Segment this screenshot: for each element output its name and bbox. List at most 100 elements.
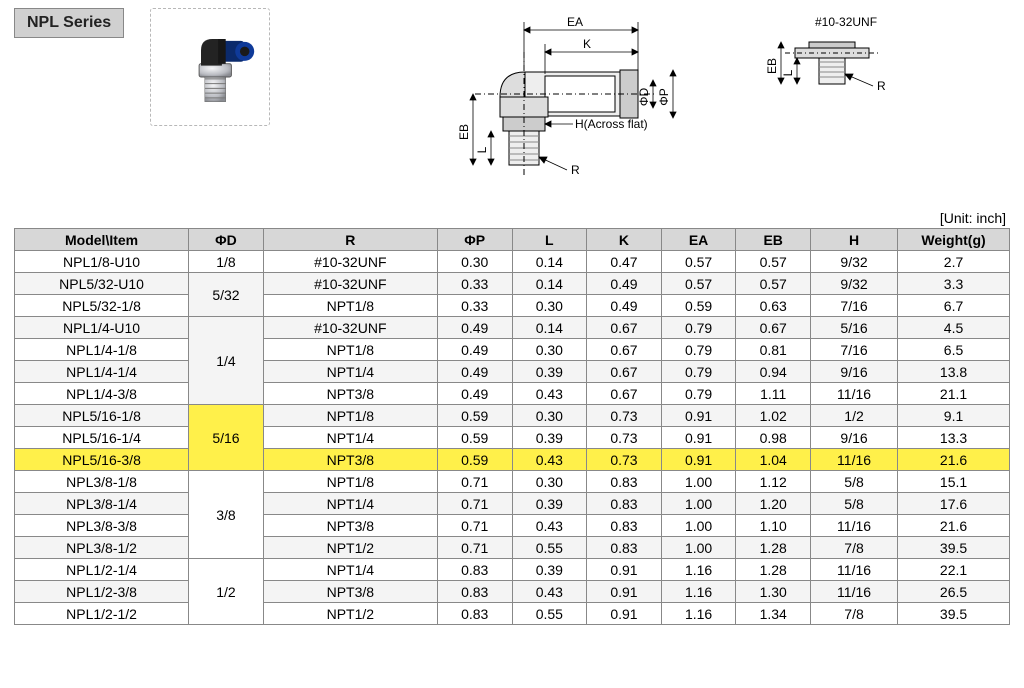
table-cell: 0.30: [437, 251, 512, 273]
table-row: NPL3/8-1/4NPT1/40.710.390.831.001.205/81…: [15, 493, 1010, 515]
table-cell: 0.67: [587, 361, 662, 383]
table-cell: NPT1/8: [263, 405, 437, 427]
table-cell: 0.71: [437, 493, 512, 515]
table-cell: 7/16: [811, 339, 898, 361]
table-cell: 5/16: [189, 405, 264, 471]
table-cell: 0.91: [661, 449, 736, 471]
dim-eb2-label: EB: [765, 58, 779, 74]
table-cell: 0.30: [512, 339, 587, 361]
table-cell: 1/8: [189, 251, 264, 273]
table-cell: NPL3/8-1/8: [15, 471, 189, 493]
table-cell: 0.59: [437, 449, 512, 471]
table-cell: 0.57: [661, 251, 736, 273]
table-cell: 39.5: [898, 603, 1010, 625]
table-row: NPL1/4-3/8NPT3/80.490.430.670.791.1111/1…: [15, 383, 1010, 405]
table-cell: 0.67: [587, 383, 662, 405]
col-header: L: [512, 229, 587, 251]
table-cell: 0.79: [661, 339, 736, 361]
table-cell: NPT3/8: [263, 383, 437, 405]
table-cell: 7/8: [811, 603, 898, 625]
table-cell: 1.02: [736, 405, 811, 427]
table-cell: 0.71: [437, 537, 512, 559]
table-row: NPL1/8-U101/8#10-32UNF0.300.140.470.570.…: [15, 251, 1010, 273]
table-cell: 1.16: [661, 559, 736, 581]
table-row: NPL1/2-1/41/2NPT1/40.830.390.911.161.281…: [15, 559, 1010, 581]
table-cell: 0.91: [587, 559, 662, 581]
table-cell: 0.83: [587, 515, 662, 537]
table-cell: NPL1/4-1/8: [15, 339, 189, 361]
table-cell: #10-32UNF: [263, 251, 437, 273]
table-cell: 1/4: [189, 317, 264, 405]
dim-k-label: K: [583, 37, 591, 51]
table-cell: 1.00: [661, 493, 736, 515]
table-cell: NPL1/4-3/8: [15, 383, 189, 405]
table-cell: 0.83: [437, 603, 512, 625]
table-cell: 0.91: [661, 405, 736, 427]
table-cell: NPL5/16-1/4: [15, 427, 189, 449]
table-cell: 22.1: [898, 559, 1010, 581]
table-row: NPL5/16-1/4NPT1/40.590.390.730.910.989/1…: [15, 427, 1010, 449]
table-cell: 0.91: [661, 427, 736, 449]
spec-table: Model\ItemΦDRΦPLKEAEBHWeight(g) NPL1/8-U…: [14, 228, 1010, 625]
table-cell: 0.49: [437, 361, 512, 383]
table-cell: 9/32: [811, 251, 898, 273]
elbow-diagram: EA K ΦD ΦP: [395, 12, 715, 202]
table-cell: 0.91: [587, 603, 662, 625]
col-header: Weight(g): [898, 229, 1010, 251]
table-cell: 0.14: [512, 317, 587, 339]
table-cell: NPL1/2-1/4: [15, 559, 189, 581]
table-cell: NPT1/4: [263, 361, 437, 383]
table-cell: 4.5: [898, 317, 1010, 339]
table-cell: 0.30: [512, 295, 587, 317]
table-cell: 0.79: [661, 383, 736, 405]
table-cell: 0.14: [512, 251, 587, 273]
table-cell: 0.71: [437, 515, 512, 537]
col-header: EB: [736, 229, 811, 251]
table-cell: NPL3/8-1/4: [15, 493, 189, 515]
table-cell: 0.83: [437, 559, 512, 581]
table-cell: 3/8: [189, 471, 264, 559]
table-cell: 0.91: [587, 581, 662, 603]
table-cell: 1.16: [661, 581, 736, 603]
table-cell: 1.10: [736, 515, 811, 537]
col-header: ΦP: [437, 229, 512, 251]
table-cell: 0.59: [437, 427, 512, 449]
table-cell: 15.1: [898, 471, 1010, 493]
table-cell: NPL5/32-1/8: [15, 295, 189, 317]
table-cell: 0.94: [736, 361, 811, 383]
table-cell: NPT1/4: [263, 427, 437, 449]
table-cell: 5/16: [811, 317, 898, 339]
table-cell: 0.49: [437, 339, 512, 361]
table-cell: #10-32UNF: [263, 273, 437, 295]
table-row: NPL5/32-1/8NPT1/80.330.300.490.590.637/1…: [15, 295, 1010, 317]
table-cell: 11/16: [811, 449, 898, 471]
dim-phid-label: ΦD: [637, 88, 651, 107]
table-cell: 21.6: [898, 515, 1010, 537]
table-cell: NPT1/8: [263, 339, 437, 361]
table-cell: NPL3/8-3/8: [15, 515, 189, 537]
table-cell: 0.33: [437, 273, 512, 295]
dim-ea-label: EA: [567, 15, 583, 29]
col-header: H: [811, 229, 898, 251]
table-cell: 0.55: [512, 603, 587, 625]
table-cell: 0.59: [661, 295, 736, 317]
table-cell: 0.55: [512, 537, 587, 559]
table-row: NPL1/2-1/2NPT1/20.830.550.911.161.347/83…: [15, 603, 1010, 625]
series-badge: NPL Series: [14, 8, 124, 38]
table-cell: 0.59: [437, 405, 512, 427]
table-cell: 5/8: [811, 493, 898, 515]
header-row: NPL Series: [14, 8, 1010, 202]
table-cell: 1.20: [736, 493, 811, 515]
table-cell: 0.49: [587, 273, 662, 295]
table-cell: 3.3: [898, 273, 1010, 295]
table-cell: 0.39: [512, 427, 587, 449]
table-cell: NPL3/8-1/2: [15, 537, 189, 559]
table-cell: 0.79: [661, 361, 736, 383]
table-cell: 0.14: [512, 273, 587, 295]
table-row: NPL1/4-1/4NPT1/40.490.390.670.790.949/16…: [15, 361, 1010, 383]
table-cell: 0.33: [437, 295, 512, 317]
table-cell: 21.6: [898, 449, 1010, 471]
table-row: NPL5/16-1/85/16NPT1/80.590.300.730.911.0…: [15, 405, 1010, 427]
unit-label: [Unit: inch]: [14, 210, 1006, 226]
table-row: NPL3/8-1/83/8NPT1/80.710.300.831.001.125…: [15, 471, 1010, 493]
